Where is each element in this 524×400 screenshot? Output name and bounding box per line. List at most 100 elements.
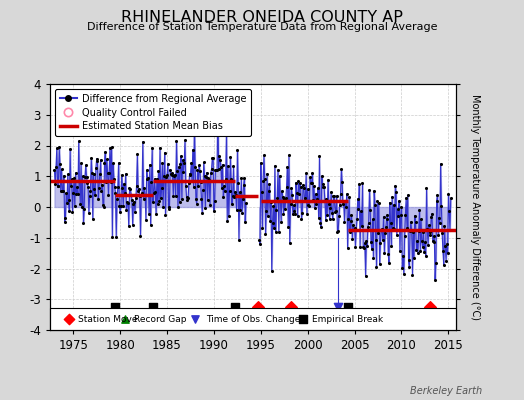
Point <box>392 189 400 196</box>
Point <box>435 220 444 226</box>
Point <box>411 212 419 219</box>
Point <box>157 184 166 191</box>
Point <box>68 208 77 215</box>
Point <box>151 188 159 195</box>
Point <box>110 176 118 182</box>
Point <box>152 176 161 182</box>
Point <box>444 190 453 197</box>
Text: Berkeley Earth: Berkeley Earth <box>410 386 482 396</box>
Point <box>162 174 170 180</box>
Point <box>105 170 113 176</box>
Point <box>325 216 334 222</box>
Point <box>275 228 283 235</box>
Point <box>161 212 170 219</box>
Point <box>192 196 200 202</box>
Point <box>213 166 221 173</box>
Point <box>403 225 411 232</box>
Point <box>380 250 388 256</box>
Point <box>158 160 167 166</box>
Point <box>140 185 148 192</box>
Point <box>155 198 163 204</box>
Point <box>365 186 374 193</box>
Point <box>211 166 220 173</box>
Point <box>364 224 372 230</box>
Point <box>170 173 178 179</box>
Point <box>395 198 403 204</box>
Point <box>182 183 190 189</box>
Point <box>215 153 224 160</box>
Point <box>150 176 159 182</box>
Point <box>101 148 110 155</box>
Point <box>324 177 332 183</box>
Point <box>431 276 439 283</box>
Point <box>114 184 122 190</box>
Point <box>289 211 297 218</box>
Point <box>306 174 314 180</box>
Point <box>446 195 455 202</box>
Point <box>61 215 70 221</box>
Point <box>88 170 96 177</box>
Point <box>198 210 206 217</box>
Point <box>141 192 149 199</box>
Point <box>59 188 67 194</box>
Point <box>178 195 186 202</box>
Point <box>219 161 227 168</box>
Point <box>277 219 285 225</box>
Point <box>259 178 267 184</box>
Point <box>343 245 352 251</box>
Point <box>323 212 331 219</box>
Point <box>51 181 59 187</box>
Point <box>401 212 410 218</box>
Point <box>193 167 202 174</box>
Point <box>230 163 238 170</box>
Point <box>310 183 318 189</box>
Point <box>212 167 221 173</box>
Point <box>344 216 353 222</box>
Point <box>179 169 188 175</box>
Point <box>314 215 323 222</box>
Point <box>389 224 397 231</box>
Point <box>384 251 392 258</box>
Point <box>443 250 452 256</box>
Point <box>238 196 247 202</box>
Point <box>265 181 274 187</box>
Point <box>217 184 226 191</box>
Point <box>174 203 182 210</box>
Point <box>209 155 217 161</box>
Point <box>169 192 178 199</box>
Text: Difference of Station Temperature Data from Regional Average: Difference of Station Temperature Data f… <box>87 22 437 32</box>
Point <box>268 268 276 274</box>
Point <box>80 206 89 213</box>
Point <box>223 218 232 224</box>
Point <box>139 196 148 202</box>
Point <box>436 160 445 167</box>
Point <box>108 234 116 240</box>
Point <box>113 196 121 203</box>
Point <box>381 224 390 231</box>
Point <box>372 264 380 270</box>
Point <box>301 195 310 202</box>
Point <box>322 196 331 202</box>
Point <box>433 192 442 198</box>
Point <box>191 316 199 322</box>
Point <box>128 196 136 203</box>
Point <box>446 227 454 234</box>
Point <box>203 197 212 203</box>
Point <box>75 178 84 184</box>
Point <box>302 170 310 176</box>
Point <box>233 147 242 153</box>
Point <box>135 186 143 192</box>
Point <box>274 167 282 173</box>
Point <box>179 157 187 163</box>
Point <box>85 210 93 216</box>
Point <box>406 228 414 234</box>
Point <box>66 146 74 152</box>
Point <box>165 206 173 212</box>
Point <box>92 156 101 162</box>
Point <box>271 162 279 169</box>
Point <box>365 220 373 226</box>
Point <box>445 208 453 214</box>
Point <box>81 174 89 180</box>
Point <box>159 204 167 210</box>
Point <box>91 192 100 199</box>
